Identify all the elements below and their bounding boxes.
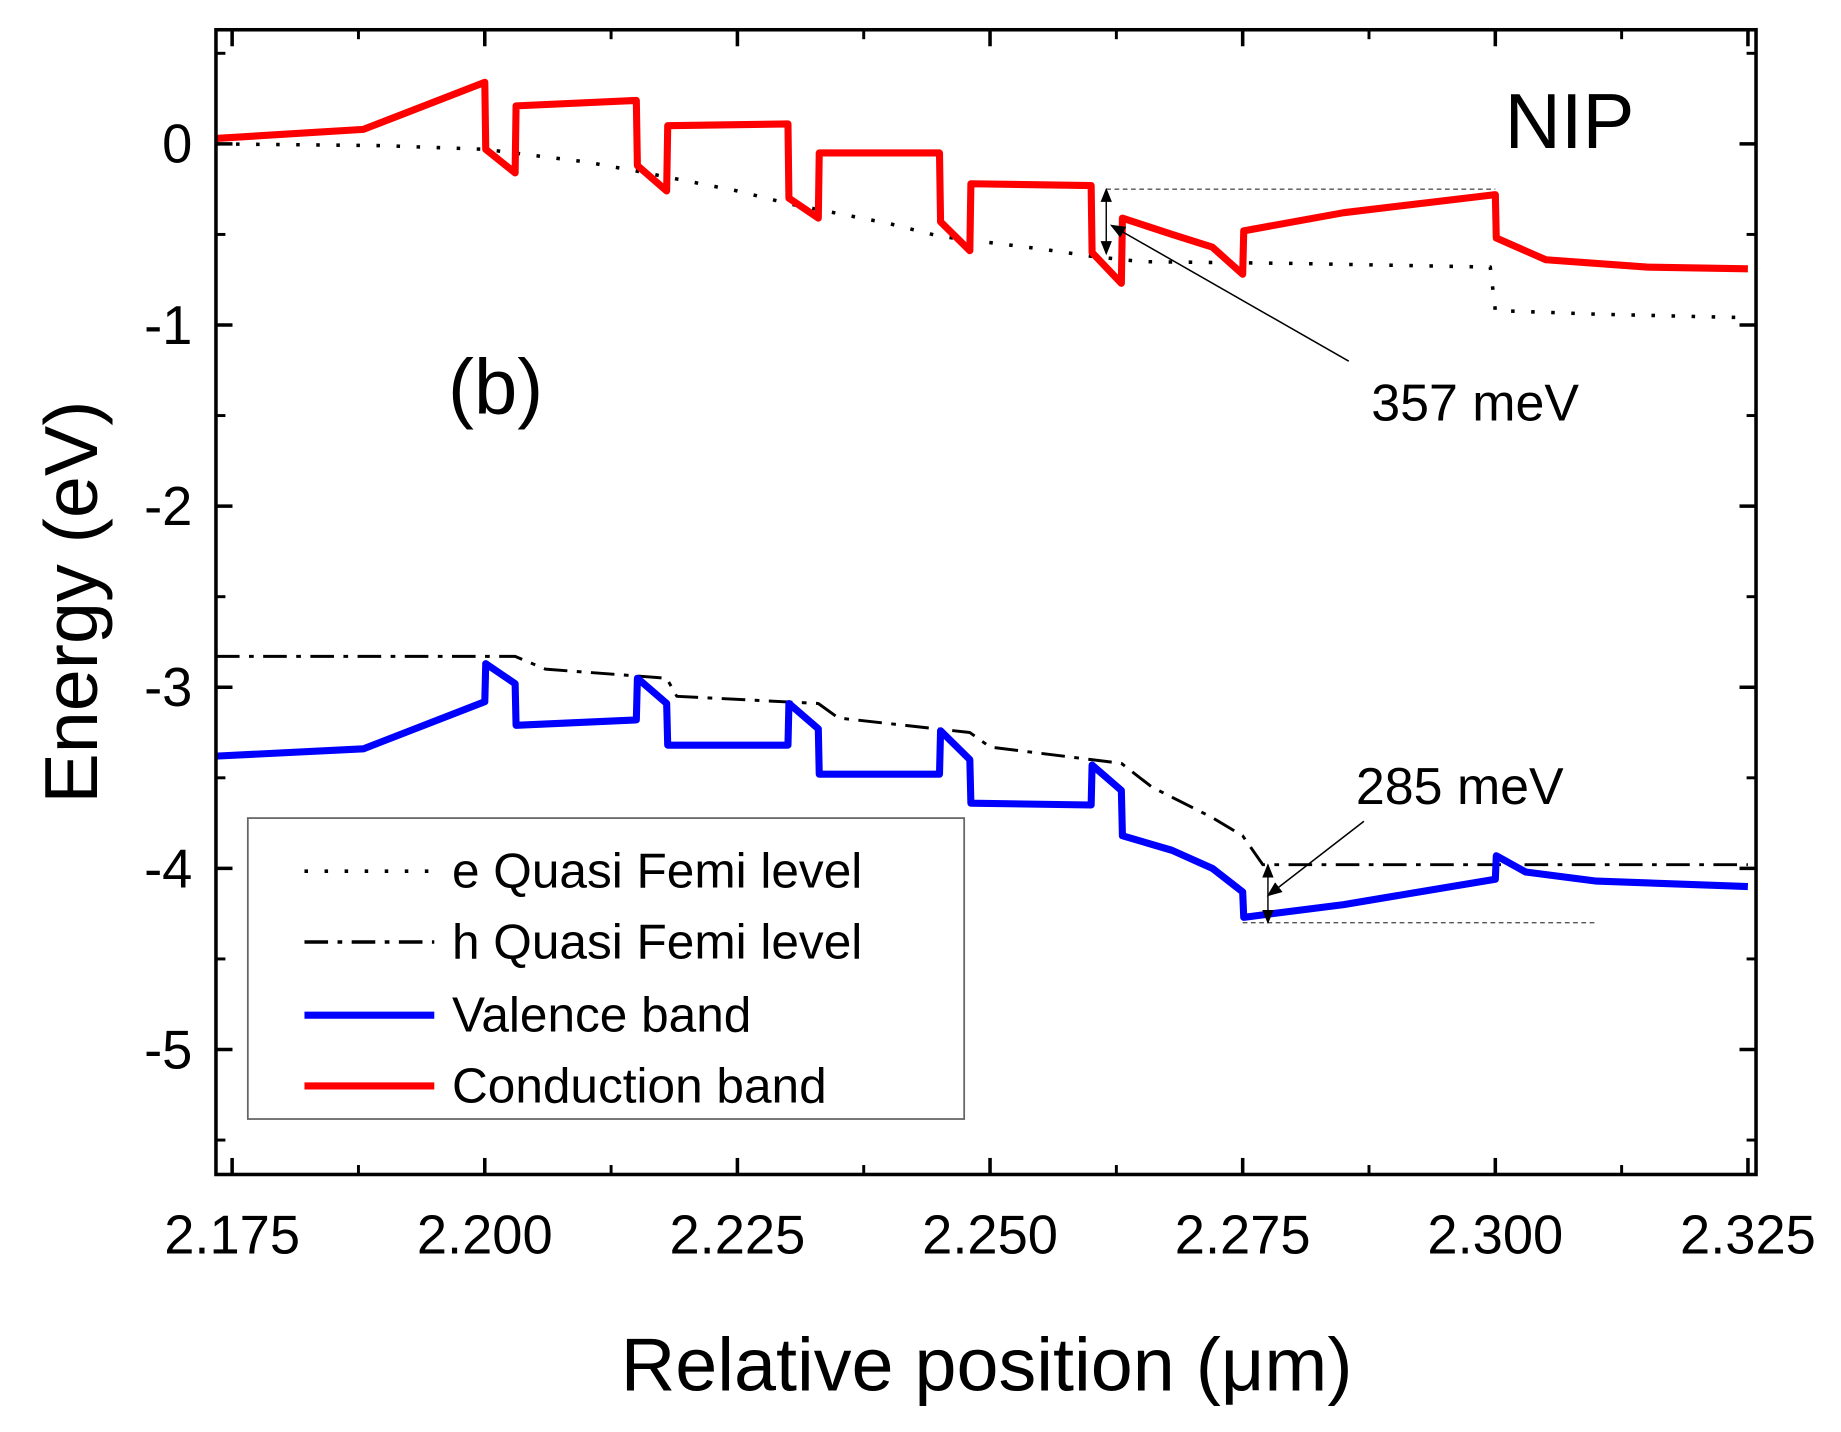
series-e-quasi-femi-level bbox=[215, 142, 1748, 320]
series-layer bbox=[215, 78, 1749, 921]
x-tick-label: 2.300 bbox=[1427, 1205, 1563, 1266]
series-valence-band bbox=[215, 660, 1749, 921]
x-tick-label: 2.250 bbox=[922, 1205, 1058, 1266]
x-axis-label: Relative position (μm) bbox=[621, 1323, 1353, 1407]
y-tick-label: -4 bbox=[144, 838, 192, 899]
x-tick-label: 2.175 bbox=[164, 1205, 300, 1266]
y-tick-label: 0 bbox=[162, 114, 192, 175]
panel-label: (b) bbox=[448, 342, 543, 430]
legend: e Quasi Femi level h Quasi Femi level Va… bbox=[246, 817, 966, 1120]
y-tick-label: -3 bbox=[144, 657, 192, 718]
legend-label-h-quasi-fermi: h Quasi Femi level bbox=[452, 914, 862, 970]
x-tick-label: 2.325 bbox=[1680, 1205, 1816, 1266]
legend-label-valence-band: Valence band bbox=[452, 987, 751, 1043]
ticks-layer: 2.175 2.200 2.225 2.250 2.275 2.300 2.325 0 -1 -2… bbox=[144, 29, 1816, 1266]
device-label: NIP bbox=[1505, 77, 1635, 165]
x-tick-label: 2.275 bbox=[1175, 1205, 1311, 1266]
y-tick-label: -5 bbox=[144, 1019, 192, 1080]
pointer-arrow-285 bbox=[1266, 820, 1365, 897]
annotation-285-mev: 285 meV bbox=[1356, 758, 1564, 816]
series-h-quasi-femi-level bbox=[215, 654, 1748, 867]
legend-label-conduction-band: Conduction band bbox=[452, 1057, 827, 1113]
y-tick-label: -2 bbox=[144, 476, 192, 537]
y-axis-label: Energy (eV) bbox=[30, 401, 114, 804]
y-tick-label: -1 bbox=[144, 295, 192, 356]
legend-box bbox=[246, 817, 966, 1120]
annotation-357-mev: 357 meV bbox=[1371, 374, 1579, 432]
series-conduction-band bbox=[215, 78, 1748, 287]
legend-label-e-quasi-fermi: e Quasi Femi level bbox=[452, 843, 862, 899]
plot-frame bbox=[214, 27, 1758, 1177]
x-tick-label: 2.200 bbox=[417, 1205, 553, 1266]
x-tick-label: 2.225 bbox=[670, 1205, 806, 1266]
annotation-layer bbox=[1100, 187, 1597, 925]
pointer-arrow-357 bbox=[1109, 224, 1350, 362]
